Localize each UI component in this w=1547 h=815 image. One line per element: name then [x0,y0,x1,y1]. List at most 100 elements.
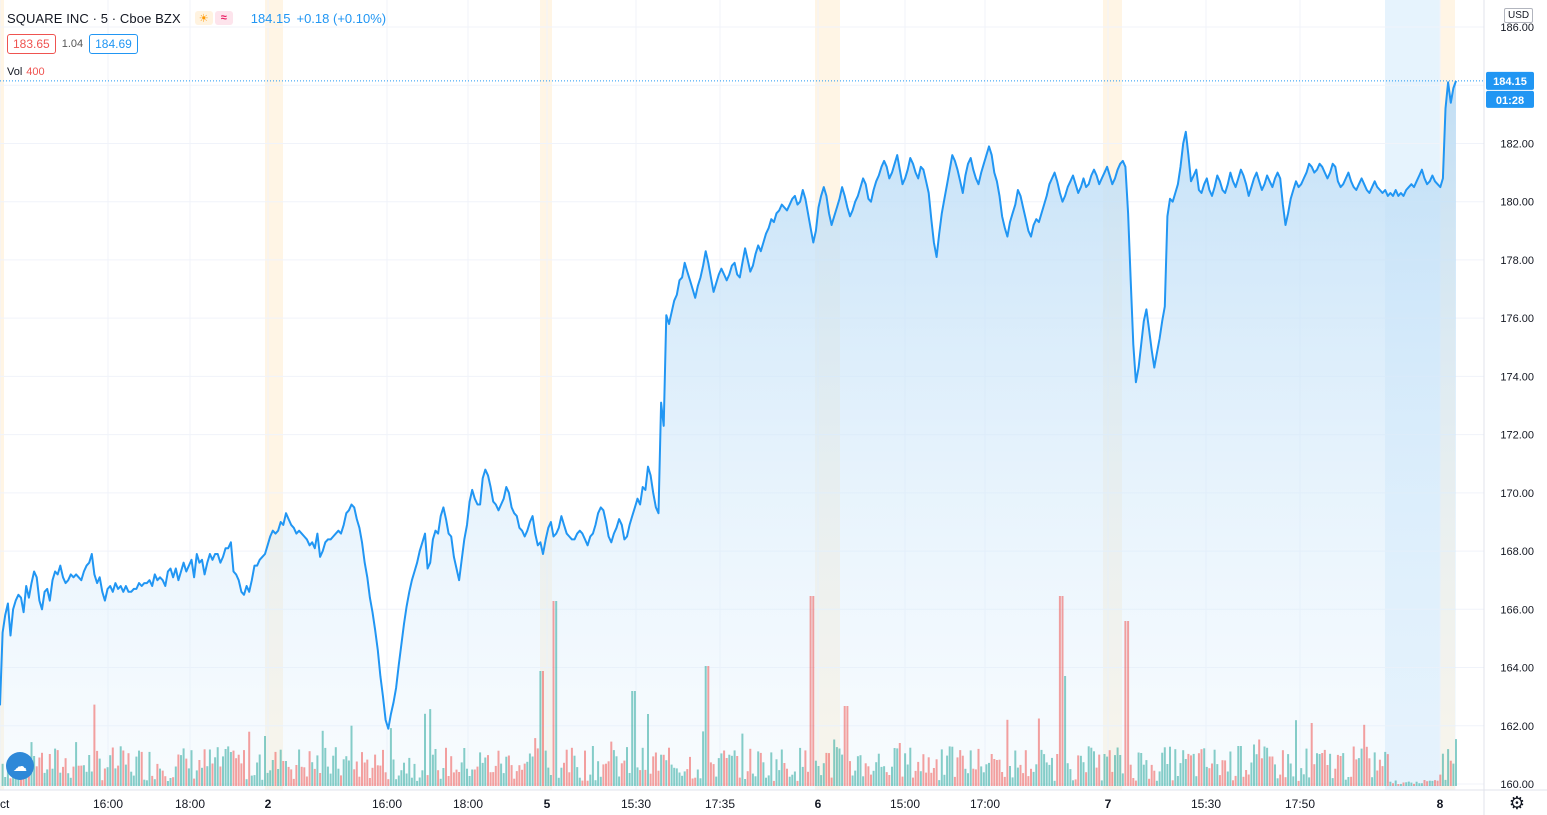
sun-icon[interactable]: ☀ [194,11,213,25]
volume-bar [521,769,524,786]
volume-bar [201,767,203,786]
volume-bar [1129,764,1132,786]
volume-bar [140,751,143,786]
volume-bar [35,766,38,786]
volume-bar [264,736,266,786]
volume-bar [308,751,311,786]
volume-bar [172,777,175,786]
volume-bar [1053,780,1056,786]
volume-bar [269,770,272,786]
volume-bar [547,767,550,786]
volume-bar [431,754,434,786]
x-tick-label: 8 [1437,797,1444,811]
volume-bar [214,757,217,786]
volume-bar [1182,750,1185,786]
volume-bar [1350,776,1353,786]
volume-bar [1155,780,1158,786]
bid-button[interactable]: 183.65 [7,34,56,54]
volume-bar [570,747,573,786]
spread-value: 1.04 [61,38,84,50]
volume-bar [733,750,736,786]
volume-bar [985,764,988,786]
volume-bar [56,750,59,786]
volume-bar [1174,749,1177,786]
x-tick-label: 17:00 [970,797,1000,811]
countdown-label: 01:28 [1496,95,1524,107]
wave-icon[interactable]: ≈ [214,11,233,25]
volume-bar [961,755,964,786]
volume-bar [594,780,597,786]
volume-bar [862,776,865,786]
currency-button[interactable]: USD [1504,8,1534,23]
volume-bar [384,772,387,786]
price-tag-label: 184.15 [1493,76,1527,88]
volume-bar [117,765,120,786]
volume-bar [1266,747,1269,786]
volume-bar [106,767,109,786]
volume-bar [389,728,392,786]
volume-bar [439,778,442,786]
volume-bar [780,749,783,786]
volume-bar [33,756,36,786]
volume-bar [993,759,996,786]
volume-bar [709,762,712,786]
volume-bar [1274,764,1276,786]
volume-bar [1284,777,1287,786]
volume-bar [1229,751,1232,786]
volume-bar [602,764,605,786]
volume-bar [636,767,639,786]
volume-bar [445,747,447,786]
ask-button[interactable]: 184.69 [89,34,138,54]
y-tick-label: 172.00 [1500,430,1534,442]
volume-bar [62,766,64,786]
volume-bar [1169,746,1171,786]
volume-bar [1037,718,1040,786]
gear-icon[interactable]: ⚙ [1508,793,1526,813]
volume-bar [400,770,403,786]
volume-bar [1051,757,1053,786]
volume-bar [1242,776,1245,786]
volume-bar [437,770,440,786]
volume-bar [413,763,416,786]
volume-bar [565,749,568,786]
volume-bar [1234,775,1237,786]
volume-bar [1420,783,1423,786]
volume-bar [484,757,487,786]
volume-bar [612,750,615,786]
logo-icon[interactable]: ☁ [6,752,34,780]
volume-bar [1226,771,1229,786]
volume-bar [814,760,817,786]
volume-bar [1003,776,1006,786]
x-tick-label: ct [0,797,10,811]
volume-bar [767,775,770,786]
volume-bar [138,750,140,786]
volume-bar [757,751,760,786]
volume-bar [1030,768,1032,786]
volume-bar [122,750,125,786]
volume-bar [1434,780,1436,786]
volume-bar [1137,752,1140,786]
volume-bar [1394,780,1397,786]
volume-bar [345,756,348,786]
volume-bar [1373,752,1376,786]
volume-bar [1001,772,1004,786]
volume-bar [967,773,969,786]
volume-bar [1455,739,1457,786]
volume-bar [712,764,715,786]
volume-bar [1140,753,1143,786]
volume-bar [982,772,985,786]
volume-bar [951,746,954,786]
volume-bar [796,780,799,786]
volume-bar [408,757,411,786]
volume-bar [736,756,739,786]
volume-bar [1308,777,1311,786]
volume-bar [741,733,744,786]
volume-bar [699,778,702,786]
volume-bar [534,738,537,786]
volume-bar [1014,750,1017,786]
volume-bar [1344,779,1347,786]
volume-bar [927,757,930,786]
volume-bar [1132,778,1135,786]
volume-bar [229,752,232,786]
